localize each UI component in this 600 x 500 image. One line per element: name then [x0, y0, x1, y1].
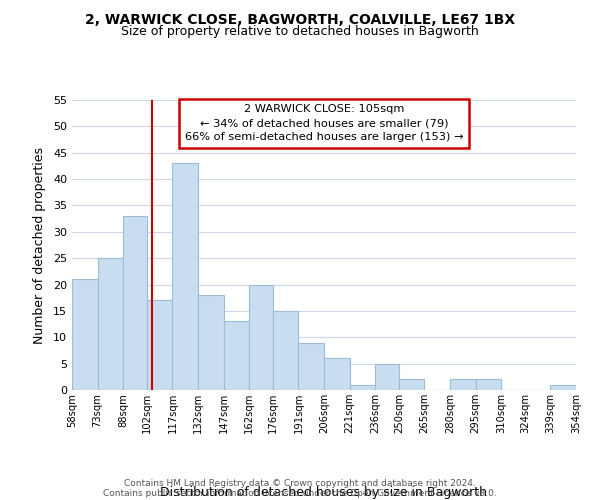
Text: 2, WARWICK CLOSE, BAGWORTH, COALVILLE, LE67 1BX: 2, WARWICK CLOSE, BAGWORTH, COALVILLE, L… — [85, 12, 515, 26]
Text: Contains HM Land Registry data © Crown copyright and database right 2024.: Contains HM Land Registry data © Crown c… — [124, 478, 476, 488]
Bar — [249, 284, 273, 390]
Bar — [147, 300, 172, 390]
Bar — [123, 216, 147, 390]
Bar — [450, 380, 476, 390]
Bar — [172, 164, 198, 390]
Bar — [273, 311, 298, 390]
Bar — [399, 380, 424, 390]
Text: Size of property relative to detached houses in Bagworth: Size of property relative to detached ho… — [121, 25, 479, 38]
Bar — [198, 295, 224, 390]
Bar — [324, 358, 350, 390]
Text: Contains public sector information licensed under the Open Government Licence v3: Contains public sector information licen… — [103, 488, 497, 498]
Bar — [298, 342, 324, 390]
Bar — [476, 380, 501, 390]
Bar — [550, 384, 576, 390]
Bar — [375, 364, 399, 390]
Bar — [224, 322, 249, 390]
Y-axis label: Number of detached properties: Number of detached properties — [33, 146, 46, 344]
Bar — [350, 384, 375, 390]
X-axis label: Distribution of detached houses by size in Bagworth: Distribution of detached houses by size … — [161, 486, 487, 499]
Bar — [72, 280, 98, 390]
Bar — [98, 258, 123, 390]
Text: 2 WARWICK CLOSE: 105sqm
← 34% of detached houses are smaller (79)
66% of semi-de: 2 WARWICK CLOSE: 105sqm ← 34% of detache… — [185, 104, 463, 142]
